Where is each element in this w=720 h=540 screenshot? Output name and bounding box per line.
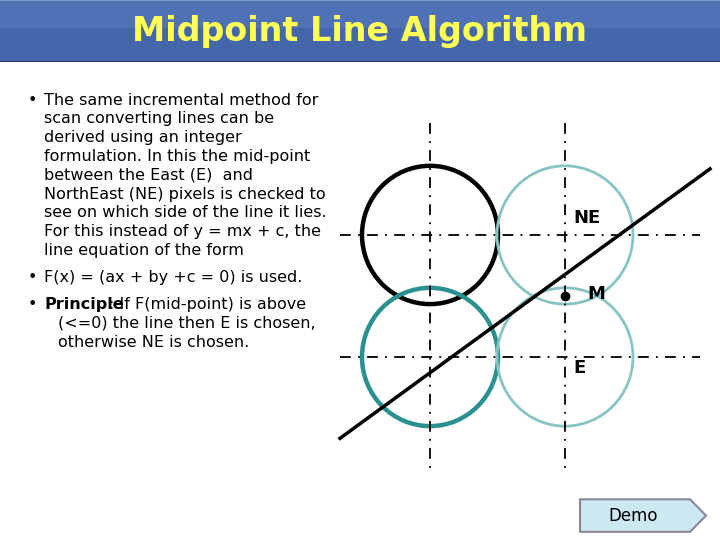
Text: •: • [28,92,37,107]
Text: NorthEast (NE) pixels is checked to: NorthEast (NE) pixels is checked to [44,187,325,201]
Bar [0,0,720,28]
Text: otherwise NE is chosen.: otherwise NE is chosen. [58,335,249,349]
Text: derived using an integer: derived using an integer [44,130,242,145]
Text: M: M [587,285,605,303]
Text: (<=0) the line then E is chosen,: (<=0) the line then E is chosen, [58,316,315,331]
Text: Midpoint Line Algorithm: Midpoint Line Algorithm [132,15,588,48]
Text: F(x) = (ax + by +c = 0) is used.: F(x) = (ax + by +c = 0) is used. [44,270,302,285]
Text: Demo: Demo [608,507,657,524]
Text: NE: NE [573,209,600,227]
Text: scan converting lines can be: scan converting lines can be [44,111,274,126]
Text: The same incremental method for: The same incremental method for [44,92,318,107]
Text: : If F(mid-point) is above: : If F(mid-point) is above [109,297,306,312]
Text: For this instead of y = mx + c, the: For this instead of y = mx + c, the [44,224,321,239]
Text: line equation of the form: line equation of the form [44,243,244,258]
Text: between the East (E)  and: between the East (E) and [44,168,253,183]
Text: •: • [28,297,37,312]
Text: formulation. In this the mid-point: formulation. In this the mid-point [44,149,310,164]
Polygon shape [580,500,706,532]
Text: E: E [573,359,585,377]
Text: Principle: Principle [44,297,124,312]
Text: •: • [28,270,37,285]
Text: see on which side of the line it lies.: see on which side of the line it lies. [44,206,327,220]
